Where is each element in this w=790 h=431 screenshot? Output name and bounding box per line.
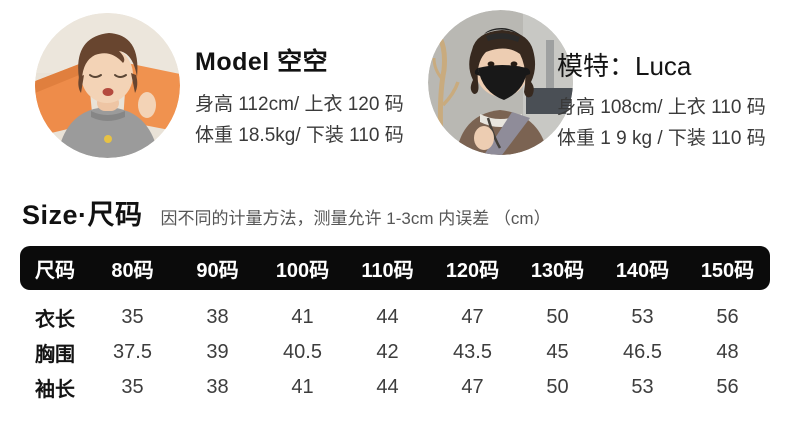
column-header: 120码	[445, 259, 500, 282]
table-cell: 42	[376, 341, 399, 363]
model-height-top-size: 身高 112cm/ 上衣 120 码	[195, 94, 404, 115]
model-photo-luca	[428, 10, 573, 155]
table-cell: 45	[546, 341, 569, 363]
table-cell: 44	[376, 306, 399, 328]
column-header: 130码	[530, 259, 585, 282]
model-weight-bottom-size: 体重 18.5kg/ 下装 110 码	[195, 125, 404, 146]
table-cell: 35	[121, 376, 144, 398]
table-cell: 37.5	[113, 341, 152, 363]
table-cell: 46.5	[623, 341, 662, 363]
column-header: 尺码	[35, 259, 75, 282]
model-photo-kongkong-illustration	[35, 13, 180, 158]
table-cell: 50	[546, 376, 569, 398]
model-photo-kongkong	[35, 13, 180, 158]
table-cell: 53	[631, 376, 654, 398]
model-weight-bottom-size: 体重 1 9 kg / 下装 110 码	[557, 128, 766, 149]
column-header: 80码	[111, 259, 154, 282]
table-cell: 48	[716, 341, 739, 363]
size-title: Size·尺码	[22, 200, 143, 230]
model-info-luca: 模特：Luca 身高 108cm/ 上衣 110 码 体重 1 9 kg / 下…	[557, 46, 766, 154]
table-cell: 56	[716, 376, 739, 398]
model-name: 模特：Luca	[557, 51, 692, 81]
size-tolerance-note: 因不同的计量方法，测量允许 1-3cm 内误差 （cm）	[160, 209, 551, 228]
table-cell: 41	[291, 306, 314, 328]
table-cell: 40.5	[283, 341, 322, 363]
column-header: 110码	[361, 259, 414, 282]
model-info-kongkong: Model 空空 身高 112cm/ 上衣 120 码 体重 18.5kg/ 下…	[195, 42, 404, 151]
table-row-sleeve-length: 袖长 35 38 41 44 47 50 53 56	[20, 370, 770, 405]
table-cell: 38	[206, 376, 229, 398]
table-cell: 44	[376, 376, 399, 398]
column-header: 100码	[275, 259, 330, 282]
model-photo-luca-illustration	[428, 10, 573, 155]
table-cell: 35	[121, 306, 144, 328]
row-label: 胸围	[35, 344, 75, 366]
column-header: 90码	[196, 259, 239, 282]
table-cell: 39	[206, 341, 229, 363]
table-row-garment-length: 衣长 35 38 41 44 47 50 53 56	[20, 300, 770, 335]
column-header: 150码	[700, 259, 755, 282]
column-header: 140码	[615, 259, 670, 282]
table-cell: 53	[631, 306, 654, 328]
table-cell: 47	[461, 306, 484, 328]
model-height-top-size: 身高 108cm/ 上衣 110 码	[557, 97, 766, 118]
size-section-header: Size·尺码 因不同的计量方法，测量允许 1-3cm 内误差 （cm）	[22, 193, 772, 232]
table-cell: 56	[716, 306, 739, 328]
size-table-body: 衣长 35 38 41 44 47 50 53 56 胸围 37.5 39 40…	[20, 300, 770, 405]
row-label: 袖长	[35, 379, 75, 401]
table-row-chest: 胸围 37.5 39 40.5 42 43.5 45 46.5 48	[20, 335, 770, 370]
size-table-header: 尺码 80码 90码 100码 110码 120码 130码 140码 150码	[20, 246, 770, 290]
table-cell: 47	[461, 376, 484, 398]
row-label: 衣长	[35, 309, 75, 331]
model-name: Model 空空	[195, 48, 329, 76]
table-cell: 50	[546, 306, 569, 328]
table-cell: 43.5	[453, 341, 492, 363]
table-cell: 38	[206, 306, 229, 328]
table-cell: 41	[291, 376, 314, 398]
